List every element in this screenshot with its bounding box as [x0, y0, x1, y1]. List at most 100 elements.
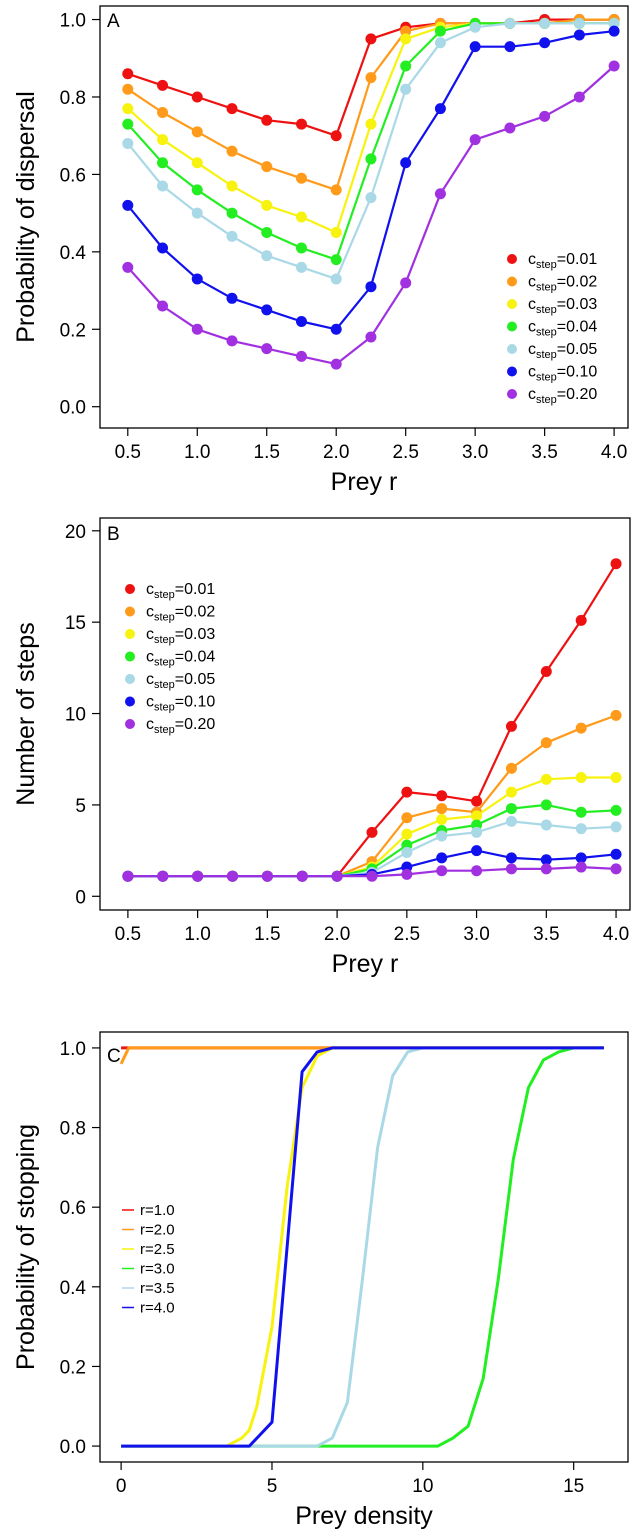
legend-value: =0.03: [175, 626, 216, 643]
legend-label: cstep=0.10: [146, 694, 215, 714]
y-tick-label: 0.6: [60, 1198, 86, 1219]
legend-marker: [125, 629, 135, 639]
legend-value: =0.20: [175, 716, 216, 733]
data-point: [261, 343, 273, 355]
x-axis-label: Prey r: [332, 950, 399, 978]
legend-label: cstep=0.01: [528, 251, 597, 271]
data-point: [504, 122, 516, 134]
data-point: [575, 823, 587, 835]
data-point: [192, 870, 204, 882]
legend-label: r=2.5: [140, 1241, 175, 1258]
data-point: [608, 17, 620, 29]
y-axis-label: Number of steps: [12, 622, 40, 805]
y-axis-label: Probability of stopping: [12, 1124, 40, 1370]
data-point: [330, 226, 342, 238]
legend-label: cstep=0.05: [528, 341, 597, 361]
data-point: [191, 157, 203, 169]
data-point: [227, 870, 238, 882]
data-point: [610, 709, 622, 721]
x-tick-label: 0.5: [115, 442, 141, 463]
data-point: [608, 25, 620, 37]
data-point: [295, 242, 307, 254]
legend-subscript: step: [154, 657, 175, 669]
data-point: [330, 184, 342, 196]
data-point: [400, 277, 412, 289]
series-line: [119, 1046, 604, 1065]
data-point: [226, 230, 238, 242]
data-point: [540, 863, 552, 875]
data-point: [575, 806, 587, 818]
data-point: [471, 795, 483, 807]
data-point: [191, 323, 203, 335]
data-point: [575, 852, 587, 864]
data-point: [330, 273, 342, 285]
legend-marker: [507, 254, 517, 264]
data-point: [610, 804, 622, 816]
data-point: [191, 273, 203, 285]
data-point: [540, 854, 552, 866]
legend-value: =0.20: [557, 386, 598, 403]
data-point: [471, 810, 483, 822]
legend-label: cstep=0.20: [528, 386, 597, 406]
data-point: [401, 786, 413, 798]
data-point: [610, 772, 622, 784]
legend-marker: [507, 389, 517, 399]
series-line: [121, 1046, 604, 1448]
data-point: [157, 180, 169, 192]
data-point: [469, 134, 481, 146]
legend-label: r=3.0: [140, 1261, 175, 1278]
legend-symbol: c: [146, 694, 154, 711]
y-tick-label: 0.8: [60, 88, 86, 109]
data-point: [540, 773, 552, 785]
legend-label: cstep=0.04: [146, 649, 215, 669]
x-axis-label: Prey density: [295, 1502, 433, 1530]
panel-b: 0.5 1.0 1.5 2.0 2.5 3.0 3.5 4.0 0 5 10 15 20 Prey r Nu…: [12, 517, 631, 978]
data-point: [469, 21, 481, 33]
x-tick-label: 3.5: [531, 442, 557, 463]
data-point: [539, 17, 551, 29]
data-point: [434, 103, 446, 115]
data-point: [191, 184, 203, 196]
x-tick-label: 5: [267, 1476, 278, 1497]
legend-value: =0.04: [557, 319, 598, 336]
data-point: [296, 870, 308, 882]
data-point: [122, 137, 134, 149]
data-point: [573, 17, 585, 29]
legend-label: cstep=0.02: [528, 274, 597, 294]
data-point: [400, 25, 412, 37]
data-point: [365, 281, 377, 293]
data-point: [401, 828, 413, 840]
data-point: [366, 870, 378, 882]
y-tick-label: 15: [65, 613, 86, 634]
data-point: [540, 666, 552, 678]
data-point: [365, 153, 377, 165]
legend-value: =0.01: [175, 581, 216, 598]
y-tick-label: 0: [75, 887, 86, 908]
data-point: [610, 558, 622, 570]
data-point: [122, 261, 134, 273]
data-point: [434, 188, 446, 200]
data-point: [295, 118, 307, 130]
x-tick-label: 1.0: [184, 924, 210, 945]
legend-marker: [125, 606, 135, 617]
legend-value: =0.05: [557, 341, 598, 358]
data-point: [226, 180, 238, 192]
legend-symbol: c: [528, 364, 536, 381]
data-point: [261, 226, 273, 238]
legend-symbol: c: [528, 319, 536, 336]
legend-value: =0.05: [175, 671, 216, 688]
data-point: [157, 79, 169, 91]
x-tick-label: 2.0: [323, 442, 349, 463]
data-point: [505, 762, 517, 774]
data-point: [471, 845, 483, 857]
series-line: [126, 22, 615, 280]
data-point: [401, 868, 413, 880]
data-point: [157, 870, 169, 882]
y-tick-label: 0.4: [60, 243, 87, 264]
x-tick-label: 3.0: [462, 442, 488, 463]
legend-symbol: c: [146, 649, 154, 666]
data-point: [191, 207, 203, 219]
x-tick-label: 15: [563, 1476, 584, 1497]
legend-subscript: step: [536, 349, 557, 361]
y-tick-label: 0.2: [60, 320, 86, 341]
